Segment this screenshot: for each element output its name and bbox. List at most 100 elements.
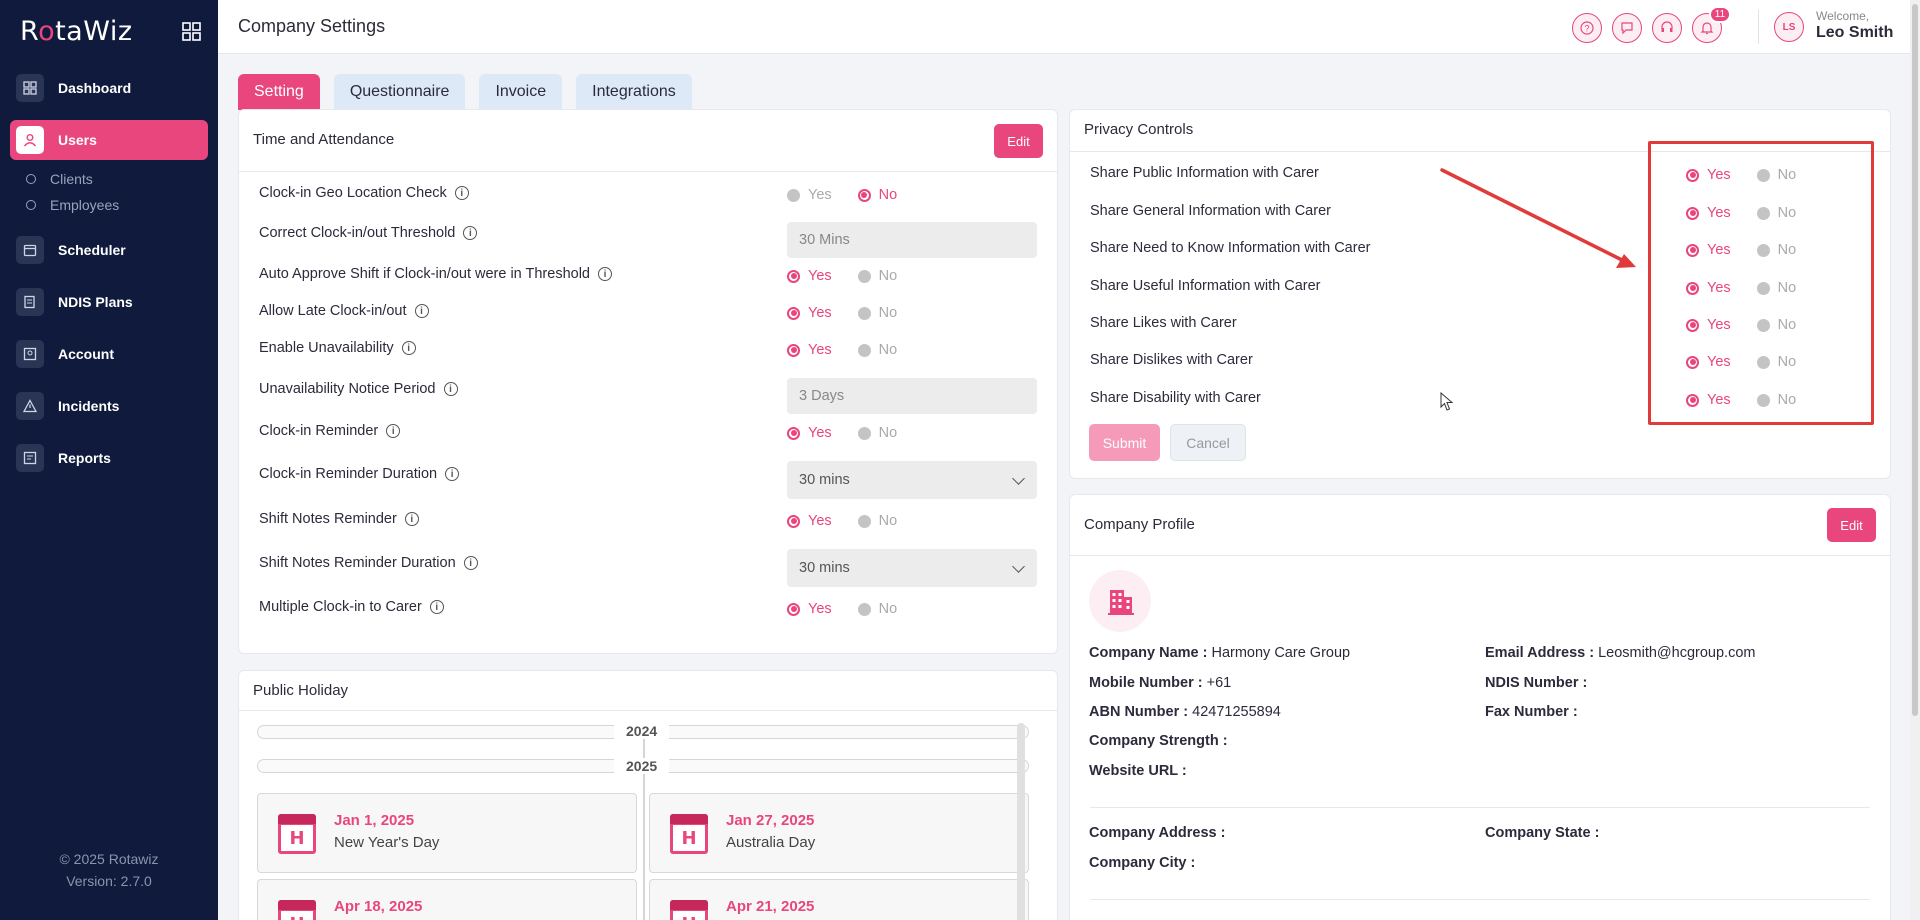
scrollbar-thumb[interactable]	[1912, 4, 1918, 716]
sidebar-subitem-employees[interactable]: Employees	[10, 192, 208, 218]
yes-radio[interactable]: Yes	[1686, 205, 1731, 221]
privacy-radios: Yes No	[1686, 242, 1822, 258]
annotation-arrow-icon	[1440, 168, 1636, 268]
info-icon[interactable]: i	[598, 267, 612, 281]
website-field: Website URL :	[1089, 763, 1187, 779]
info-icon[interactable]: i	[401, 341, 416, 355]
tab-integrations[interactable]: Integrations	[576, 74, 692, 110]
company-logo[interactable]	[1089, 570, 1151, 632]
holiday-card[interactable]: H Apr 21, 2025	[649, 879, 1029, 920]
field-label: Company City :	[1089, 855, 1196, 871]
threshold-field[interactable]: 30 Mins	[787, 222, 1037, 258]
address-field: Company Address :	[1089, 825, 1225, 841]
yes-radio[interactable]: Yes	[787, 601, 832, 617]
no-radio[interactable]: No	[1756, 205, 1796, 221]
support-button[interactable]	[1652, 13, 1682, 43]
yes-radio[interactable]: Yes	[787, 513, 832, 529]
no-radio[interactable]: No	[857, 425, 897, 441]
sidebar-nav: Dashboard Users Clients Employees Schedu…	[10, 68, 208, 490]
sidebar-item-scheduler[interactable]: Scheduler	[10, 230, 208, 270]
edit-button[interactable]: Edit	[1827, 508, 1876, 542]
yes-radio[interactable]: Yes	[1686, 317, 1731, 333]
chat-button[interactable]	[1612, 13, 1642, 43]
chevron-down-icon	[1012, 472, 1025, 485]
tab-setting[interactable]: Setting	[238, 74, 320, 110]
company-profile-card: Company Profile Edit	[1069, 494, 1891, 920]
sidebar-item-account[interactable]: Account	[10, 334, 208, 374]
holiday-card[interactable]: H Apr 18, 2025	[257, 879, 637, 920]
no-radio[interactable]: No	[1756, 317, 1796, 333]
app-logo[interactable]: RotaWiz	[20, 16, 133, 47]
info-icon[interactable]: i	[463, 556, 478, 570]
submit-button[interactable]: Submit	[1089, 424, 1160, 461]
circle-icon	[26, 200, 36, 210]
info-icon[interactable]: i	[443, 382, 458, 396]
info-icon[interactable]: i	[463, 226, 478, 240]
notifications-button[interactable]: 11	[1692, 6, 1731, 43]
sidebar-item-dashboard[interactable]: Dashboard	[10, 68, 208, 108]
no-radio[interactable]: No	[857, 513, 897, 529]
sidebar-item-users[interactable]: Users	[10, 120, 208, 160]
holiday-name: Australia Day	[726, 834, 816, 851]
field-label: Website URL :	[1089, 763, 1187, 779]
no-radio[interactable]: No	[857, 187, 897, 203]
holiday-card[interactable]: H Jan 27, 2025 Australia Day	[649, 793, 1029, 873]
no-radio[interactable]: No	[1756, 167, 1796, 183]
setting-label: Multiple Clock-in to Carer	[259, 599, 422, 615]
yes-radio[interactable]: Yes	[1686, 242, 1731, 258]
info-icon[interactable]: i	[414, 304, 429, 318]
geo-location-radios: Yes No	[787, 187, 923, 203]
reminder-duration-select[interactable]: 30 mins	[787, 461, 1037, 499]
yes-radio[interactable]: Yes	[1686, 280, 1731, 296]
page-scrollbar[interactable]	[1910, 0, 1920, 920]
help-button[interactable]: ?	[1572, 13, 1602, 43]
yes-radio[interactable]: Yes	[787, 187, 832, 203]
privacy-radios: Yes No	[1686, 354, 1822, 370]
yes-radio[interactable]: Yes	[787, 305, 832, 321]
divider	[1070, 555, 1890, 556]
no-radio[interactable]: No	[857, 342, 897, 358]
notice-period-field[interactable]: 3 Days	[787, 378, 1037, 414]
abn-field: ABN Number : 42471255894	[1089, 704, 1281, 720]
shift-notes-duration-select[interactable]: 30 mins	[787, 549, 1037, 587]
yes-radio[interactable]: Yes	[787, 425, 832, 441]
tab-invoice[interactable]: Invoice	[479, 74, 563, 110]
sidebar-subitem-clients[interactable]: Clients	[10, 166, 208, 192]
holiday-date: Apr 21, 2025	[726, 898, 815, 915]
setting-label: Shift Notes Reminder	[259, 511, 397, 527]
setting-label: Clock-in Reminder	[259, 423, 379, 439]
sidebar-item-ndis-plans[interactable]: NDIS Plans	[10, 282, 208, 322]
setting-row: Enable Unavailability i	[259, 340, 416, 356]
tab-questionnaire[interactable]: Questionnaire	[333, 74, 466, 110]
annotation-highlight-box	[1648, 141, 1874, 425]
yes-radio[interactable]: Yes	[1686, 354, 1731, 370]
info-icon[interactable]: i	[454, 186, 469, 200]
info-icon[interactable]: i	[404, 512, 419, 526]
no-radio[interactable]: No	[1756, 280, 1796, 296]
holiday-card[interactable]: H Jan 1, 2025 New Year's Day	[257, 793, 637, 873]
yes-radio[interactable]: Yes	[1686, 392, 1731, 408]
info-icon[interactable]: i	[429, 600, 444, 614]
sidebar-item-incidents[interactable]: Incidents	[10, 386, 208, 426]
avatar[interactable]: LS	[1774, 12, 1804, 42]
sidebar-item-reports[interactable]: Reports	[10, 438, 208, 478]
user-name[interactable]: Leo Smith	[1816, 24, 1894, 41]
divider	[1090, 807, 1870, 808]
no-radio[interactable]: No	[857, 601, 897, 617]
no-radio[interactable]: No	[1756, 242, 1796, 258]
grid-menu-icon[interactable]	[182, 22, 201, 41]
yes-radio[interactable]: Yes	[1686, 167, 1731, 183]
holiday-scrollbar[interactable]	[1017, 723, 1025, 920]
cancel-button[interactable]: Cancel	[1170, 424, 1246, 461]
no-radio[interactable]: No	[1756, 392, 1796, 408]
no-radio[interactable]: No	[1756, 354, 1796, 370]
no-radio[interactable]: No	[857, 268, 897, 284]
yes-radio[interactable]: Yes	[787, 268, 832, 284]
no-radio[interactable]: No	[857, 305, 897, 321]
header-divider	[1758, 10, 1759, 44]
info-icon[interactable]: i	[445, 467, 460, 481]
setting-label: Enable Unavailability	[259, 340, 394, 356]
info-icon[interactable]: i	[386, 424, 401, 438]
yes-radio[interactable]: Yes	[787, 342, 832, 358]
edit-button[interactable]: Edit	[994, 124, 1043, 158]
